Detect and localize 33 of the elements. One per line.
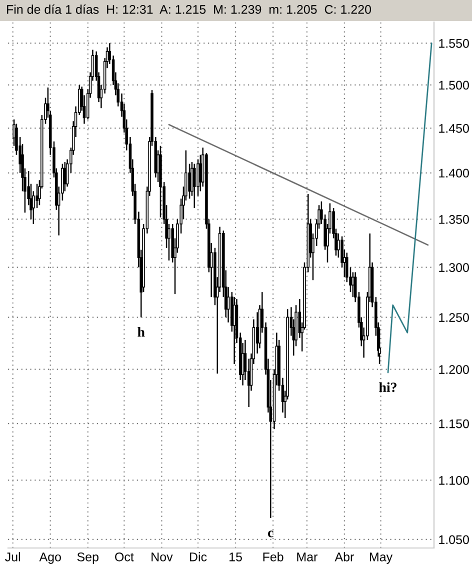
y-tick-label: 1.100 [439,476,469,485]
y-tick-label: 1.500 [439,80,469,90]
x-tick-label: Ago [39,552,61,564]
candlestick [232,296,236,365]
candlestick [36,183,38,209]
candlestick [188,163,191,200]
y-tick-label: 1.550 [439,39,469,48]
x-tick-label: Dic [190,552,207,562]
x-tick-label: Sep [77,552,98,564]
x-tick-label: Mar [297,552,318,562]
y-tick-label: 1.050 [439,535,469,544]
x-tick-label: Abr [334,552,354,562]
annotation: h [138,327,145,337]
annotation: c [268,530,274,538]
x-tick-label: Feb [263,552,284,562]
y-tick-label: 1.150 [439,419,469,428]
x-tick-label: Oct [115,552,134,562]
line-series [387,42,432,374]
x-tick-label: May [370,552,393,564]
x-tick-label: Nov [152,552,173,562]
annotation: hi? [379,382,396,392]
chart-title: Fin de día 1 días H: 12:31 A: 1.215 M: 1.239 m: 1.205 C: 1.220 [7,4,372,14]
y-tick-label: 1.200 [439,365,469,374]
x-tick-label: 15 [230,552,242,562]
y-tick-label: 1.300 [439,263,469,272]
x-tick-label: Jul [5,552,20,562]
candlestick [192,163,196,209]
y-tick-label: 1.450 [439,124,469,133]
candlestick [352,272,354,298]
y-tick-label: 1.350 [439,215,469,224]
y-tick-label: 1.400 [439,168,469,178]
candlestick [345,252,348,283]
y-tick-label: 1.250 [439,313,469,322]
